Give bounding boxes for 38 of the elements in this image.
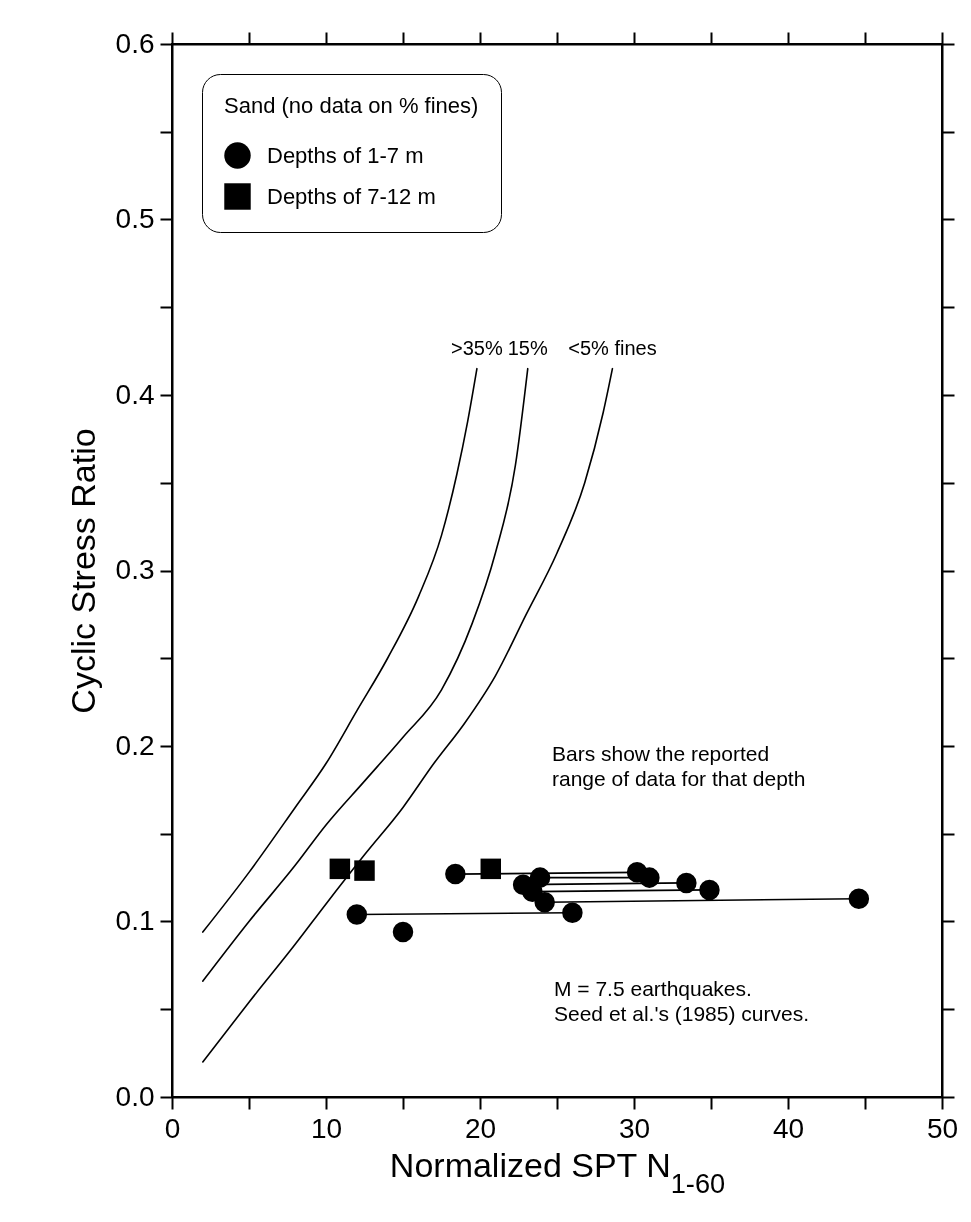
x-axis-title: Normalized SPT N$_{1-60}$ — [389, 1145, 726, 1198]
y-tick-label: 0.1 — [115, 905, 155, 936]
point — [329, 858, 351, 880]
y-tick-label: 0.5 — [115, 203, 155, 234]
point — [534, 891, 555, 913]
legend-label: Depths of 7-12 m — [267, 183, 436, 209]
point — [354, 860, 375, 881]
series-label: >35% — [451, 336, 503, 359]
legend-title: Sand (no data on % fines) — [224, 93, 479, 118]
x-tick-label: 0 — [164, 1112, 181, 1144]
annotation: M = 7.5 earthquakes. Seed et al.'s (1985) curves. — [554, 977, 809, 1025]
y-tick-label: 0.2 — [115, 729, 155, 761]
x-tick-label: 20 — [464, 1112, 497, 1144]
point — [848, 888, 870, 909]
point — [480, 858, 502, 880]
y-tick-label: 0.4 — [115, 378, 155, 410]
series-label: <5% fines — [568, 336, 657, 359]
y-tick-label: 0.3 — [115, 554, 155, 585]
point — [676, 872, 697, 894]
point — [392, 921, 414, 943]
x-tick-label: 50 — [926, 1112, 959, 1144]
x-tick-label: 30 — [618, 1112, 651, 1144]
point — [562, 902, 583, 923]
x-tick-label: 10 — [310, 1112, 343, 1144]
point — [639, 867, 660, 888]
y-tick-label: 0.0 — [115, 1080, 155, 1112]
point — [346, 904, 368, 925]
annotation: Bars show the reported range of data for that depth — [552, 742, 806, 790]
y-tick-label: 0.6 — [115, 27, 155, 59]
line-series — [202, 367, 529, 982]
point — [529, 867, 551, 888]
point — [699, 879, 720, 901]
legend-label: Depths of 1-7 m — [267, 142, 424, 168]
series-label: 15% — [507, 336, 548, 359]
point — [445, 863, 466, 885]
x-tick-label: 40 — [772, 1112, 805, 1144]
y-axis-title: Cyclic Stress Ratio — [63, 428, 102, 714]
line-series — [202, 367, 478, 933]
